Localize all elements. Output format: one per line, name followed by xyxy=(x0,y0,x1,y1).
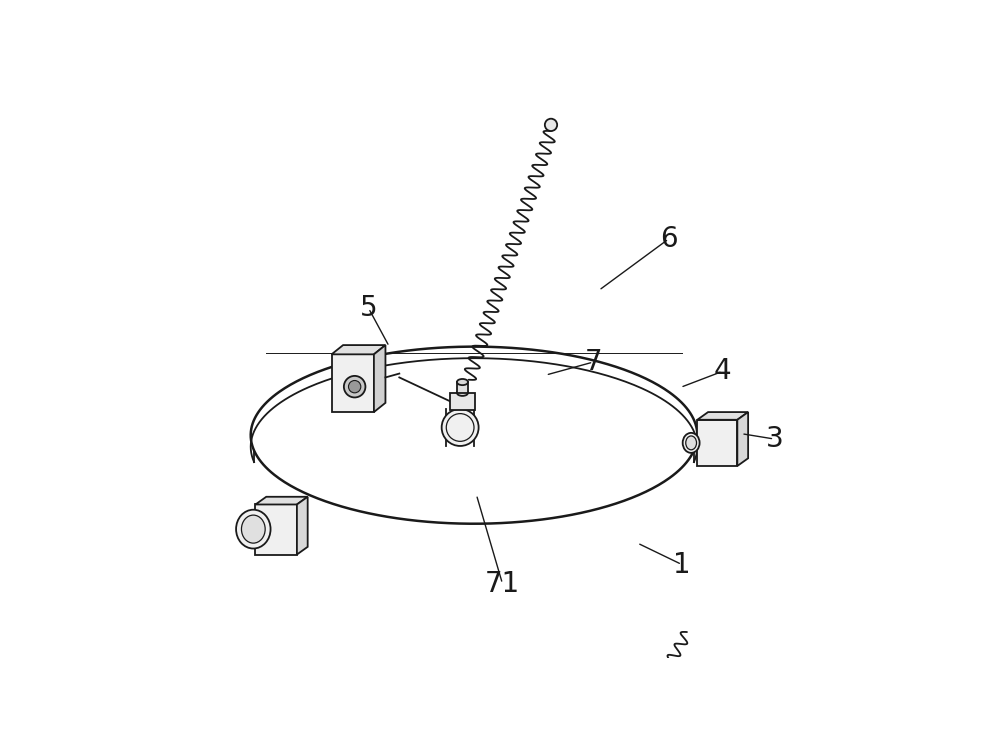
Polygon shape xyxy=(697,420,737,466)
Text: 5: 5 xyxy=(360,294,377,322)
Circle shape xyxy=(545,119,557,131)
Polygon shape xyxy=(450,393,475,409)
Text: 6: 6 xyxy=(660,225,678,253)
Polygon shape xyxy=(332,345,385,354)
Ellipse shape xyxy=(236,510,271,548)
Polygon shape xyxy=(255,497,308,505)
Circle shape xyxy=(344,376,365,398)
Polygon shape xyxy=(697,412,748,420)
Circle shape xyxy=(442,409,479,446)
Ellipse shape xyxy=(683,433,700,453)
Polygon shape xyxy=(457,382,468,393)
Ellipse shape xyxy=(686,436,697,450)
Polygon shape xyxy=(297,497,308,554)
Ellipse shape xyxy=(457,389,468,396)
Ellipse shape xyxy=(241,515,265,543)
Polygon shape xyxy=(374,345,385,412)
Circle shape xyxy=(348,381,361,393)
Polygon shape xyxy=(332,354,374,412)
Polygon shape xyxy=(255,505,297,554)
Text: 1: 1 xyxy=(673,551,691,579)
Text: 3: 3 xyxy=(765,425,783,453)
Text: 7: 7 xyxy=(585,348,602,376)
Polygon shape xyxy=(737,412,748,466)
Ellipse shape xyxy=(457,379,468,385)
Text: 71: 71 xyxy=(485,570,520,598)
Text: 4: 4 xyxy=(714,357,732,385)
